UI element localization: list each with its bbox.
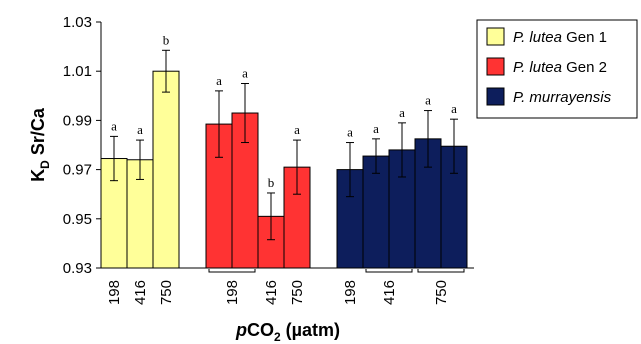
significance-letter: a bbox=[242, 66, 248, 81]
x-axis-title-main: CO bbox=[247, 320, 274, 340]
y-tick-label: 0.95 bbox=[63, 211, 92, 228]
x-tick-label: 198 bbox=[342, 280, 359, 305]
group-bracket bbox=[365, 269, 413, 273]
bar bbox=[257, 215, 285, 269]
legend-swatch bbox=[486, 57, 505, 76]
legend-generation: Gen 1 bbox=[562, 29, 607, 46]
y-tick-label: 1.03 bbox=[63, 14, 92, 31]
group-bracket bbox=[417, 269, 465, 273]
x-tick-label: 750 bbox=[289, 280, 306, 305]
legend-species: P. lutea bbox=[513, 59, 562, 76]
x-tick-label: 750 bbox=[158, 280, 175, 305]
bar bbox=[231, 112, 259, 269]
x-tick-label: 198 bbox=[106, 280, 123, 305]
x-tick-label: 416 bbox=[263, 280, 280, 305]
significance-letter: a bbox=[373, 121, 379, 136]
group-bracket bbox=[208, 269, 256, 273]
y-axis-title-sub: D bbox=[38, 160, 52, 169]
significance-letter: a bbox=[111, 118, 117, 133]
bar bbox=[152, 70, 180, 269]
x-tick-label: 416 bbox=[132, 280, 149, 305]
significance-letter: b bbox=[268, 175, 275, 190]
x-axis-title-italic: p bbox=[235, 320, 247, 340]
x-tick-label: 198 bbox=[224, 280, 241, 305]
legend-label: P. lutea Gen 1 bbox=[513, 29, 607, 46]
legend-species: P. lutea bbox=[513, 29, 562, 46]
legend-swatch bbox=[486, 87, 505, 106]
significance-letter: a bbox=[399, 105, 405, 120]
bar bbox=[362, 155, 390, 269]
significance-letter: a bbox=[216, 73, 222, 88]
legend-swatch bbox=[486, 27, 505, 46]
significance-letter: a bbox=[294, 122, 300, 137]
x-tick-label: 416 bbox=[381, 280, 398, 305]
y-axis-title-rest: Sr/Ca bbox=[28, 107, 48, 160]
bar bbox=[440, 145, 468, 269]
significance-letter: a bbox=[137, 122, 143, 137]
legend-label: P. lutea Gen 2 bbox=[513, 59, 607, 76]
legend-generation: Gen 2 bbox=[562, 59, 607, 76]
significance-letter: b bbox=[163, 32, 170, 47]
x-axis-title-rest: (µatm) bbox=[281, 320, 340, 340]
legend-species: P. murrayensis bbox=[513, 89, 612, 106]
x-axis-title: pCO2 (µatm) bbox=[235, 320, 340, 344]
x-tick-label: 750 bbox=[433, 280, 450, 305]
legend-label: P. murrayensis bbox=[513, 89, 612, 106]
y-axis-title-main: K bbox=[28, 169, 48, 182]
significance-letter: a bbox=[451, 101, 457, 116]
y-tick-label: 0.99 bbox=[63, 112, 92, 129]
y-tick-label: 1.01 bbox=[63, 63, 92, 80]
x-axis-title-sub: 2 bbox=[274, 330, 281, 344]
legend: P. lutea Gen 1P. lutea Gen 2P. murrayens… bbox=[476, 19, 638, 119]
y-tick-label: 0.97 bbox=[63, 162, 92, 179]
significance-letter: a bbox=[347, 125, 353, 140]
significance-letter: a bbox=[425, 93, 431, 108]
y-axis-title: KD Sr/Ca bbox=[28, 107, 52, 182]
plot-area: 0.93 0.95 0.97 0.99 1.01 1.03 a 198 a 416 b 750 a a 19… bbox=[28, 14, 474, 344]
y-tick-label: 0.93 bbox=[63, 260, 92, 277]
